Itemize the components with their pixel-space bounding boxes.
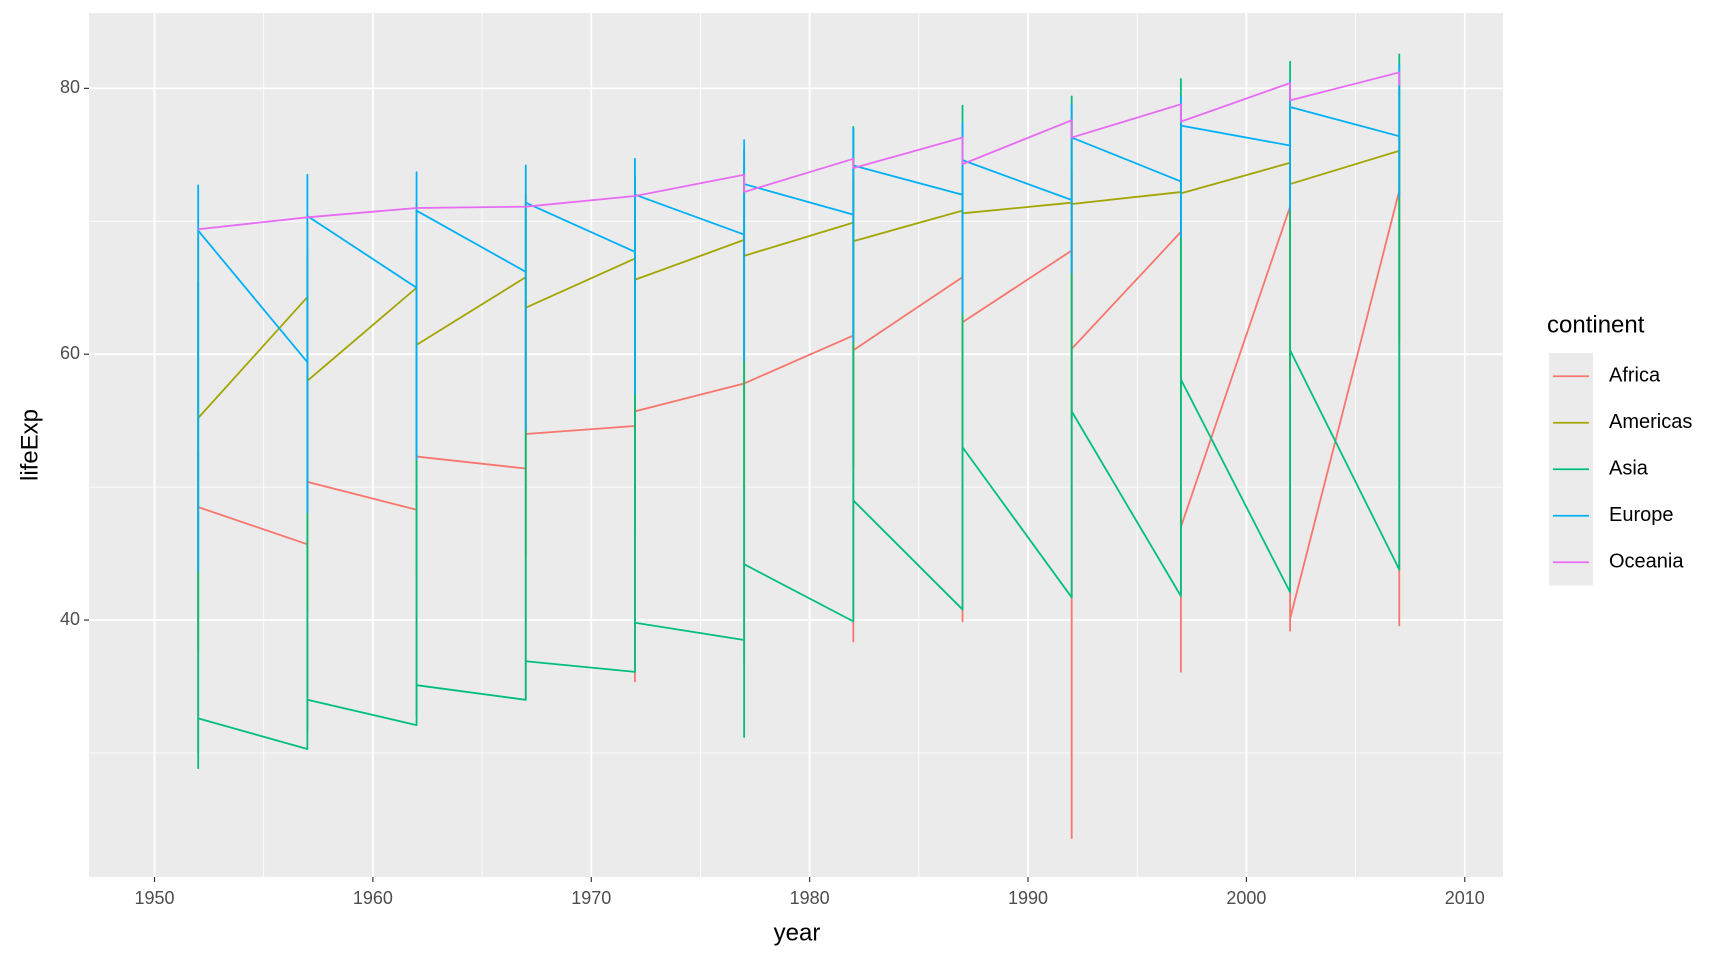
x-tick-label: 1980 (790, 888, 830, 908)
x-tick-label: 1990 (1008, 888, 1048, 908)
x-tick-label: 2000 (1226, 888, 1266, 908)
legend-label: Europe (1609, 504, 1674, 526)
legend-title: continent (1547, 311, 1645, 338)
x-axis-title: year (774, 919, 821, 946)
y-tick-label: 60 (60, 343, 80, 363)
y-tick-label: 40 (60, 609, 80, 629)
legend-label: Oceania (1609, 551, 1684, 573)
x-tick-label: 1950 (134, 888, 174, 908)
x-tick-label: 1960 (353, 888, 393, 908)
x-tick-label: 2010 (1445, 888, 1485, 908)
panel-background (89, 13, 1503, 877)
legend-label: Asia (1609, 458, 1649, 480)
y-tick-label: 80 (60, 77, 80, 97)
y-axis-title: lifeExp (16, 409, 43, 481)
series-line (198, 71, 1401, 231)
legend-label: Africa (1609, 365, 1661, 387)
legend-label: Americas (1609, 411, 1692, 433)
x-tick-label: 1970 (571, 888, 611, 908)
